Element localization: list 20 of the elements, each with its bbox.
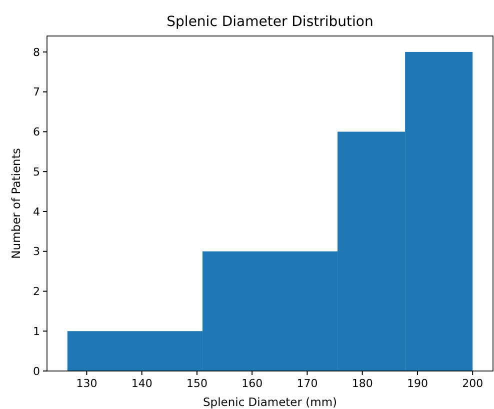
y-tick-label: 4 <box>33 205 40 218</box>
y-tick-label: 6 <box>33 126 40 139</box>
chart-title: Splenic Diameter Distribution <box>166 14 374 30</box>
x-tick-label: 180 <box>352 377 373 390</box>
x-tick-label: 200 <box>462 377 484 390</box>
x-tick-label: 140 <box>131 377 152 390</box>
x-tick-label: 160 <box>242 377 263 390</box>
y-tick-label: 8 <box>33 46 40 59</box>
x-tick-label: 190 <box>406 377 428 390</box>
x-axis-title: Splenic Diameter (mm) <box>202 395 338 409</box>
x-tick-label: 150 <box>186 377 208 390</box>
x-tick-label: 170 <box>296 377 318 390</box>
x-tick-label: 130 <box>76 377 98 390</box>
y-tick-label: 3 <box>33 245 40 258</box>
y-tick-label: 1 <box>33 324 40 338</box>
y-tick-label: 5 <box>33 165 40 178</box>
y-axis-title: Number of Patients <box>9 148 23 259</box>
y-tick-label: 0 <box>33 364 40 378</box>
y-tick-label: 7 <box>33 86 40 99</box>
y-tick-label: 2 <box>33 285 40 298</box>
